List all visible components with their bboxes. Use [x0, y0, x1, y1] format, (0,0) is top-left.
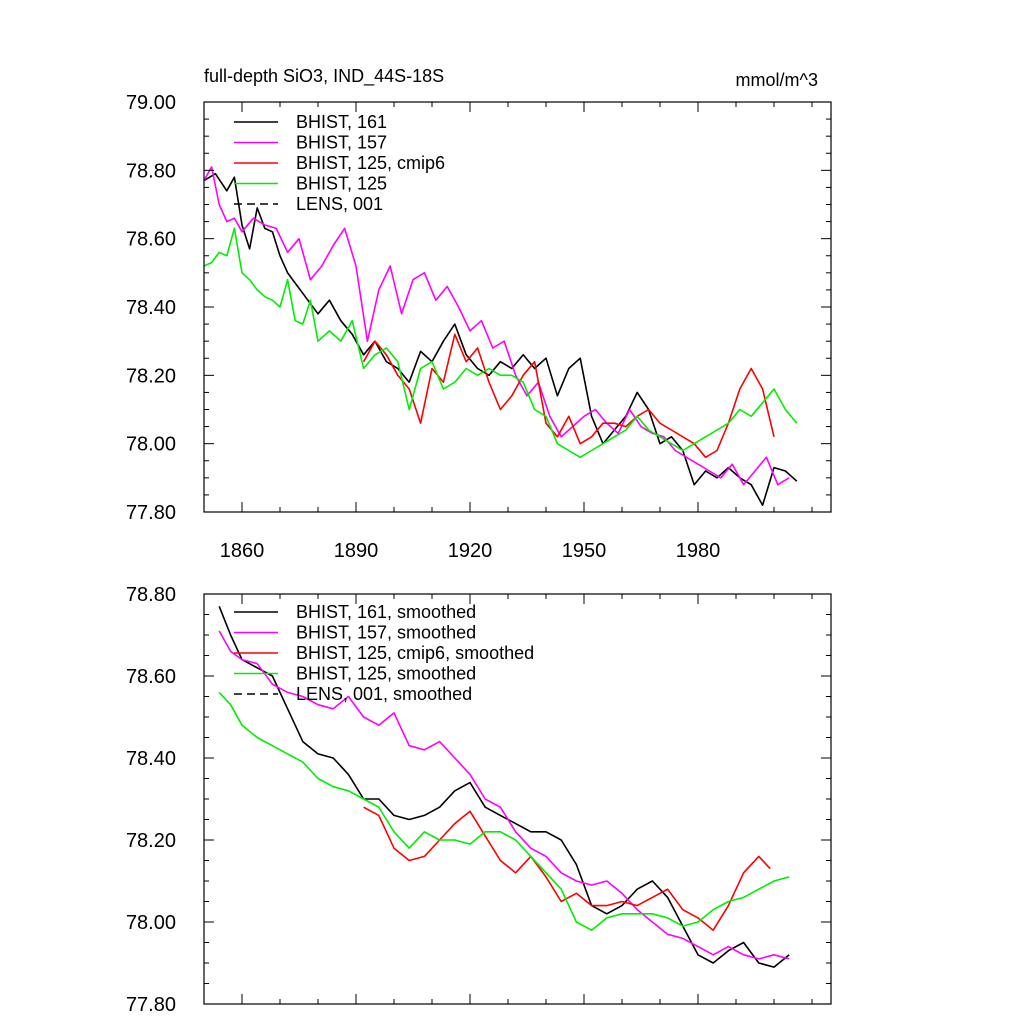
top-x-tick-label-3: 1950	[562, 540, 607, 562]
top-y-tick-label-5: 78.80	[126, 160, 176, 182]
top-y-tick-label-4: 78.60	[126, 229, 176, 251]
bottom-y-tick-label-2: 78.20	[126, 830, 176, 852]
bottom-series-line-1	[218, 630, 790, 960]
bottom-y-tick-label-5: 78.80	[126, 584, 176, 606]
top-series-group	[203, 166, 798, 507]
bottom-legend-label-1: BHIST, 157, smoothed	[296, 623, 476, 643]
top-y-tick-label-2: 78.20	[126, 365, 176, 387]
bottom-series-line-3	[218, 691, 790, 932]
top-legend-label-4: LENS, 001	[296, 194, 383, 214]
bottom-legend-label-3: BHIST, 125, smoothed	[296, 664, 476, 684]
bottom-series-line-2	[363, 806, 771, 932]
top-x-tick-label-1: 1890	[334, 540, 379, 562]
top-x-tick-label-4: 1980	[676, 540, 721, 562]
bottom-axes: 77.80 78.00 78.20 78.40 78.60 78.80	[126, 584, 832, 1016]
bottom-legend-label-2: BHIST, 125, cmip6, smoothed	[296, 643, 534, 663]
bottom-legend-label-0: BHIST, 161, smoothed	[296, 602, 476, 622]
top-panel: full-depth SiO3, IND_44S-18S mmol/m^3 77…	[126, 66, 832, 562]
bottom-y-tick-label-4: 78.60	[126, 666, 176, 688]
top-x-tick-label-2: 1920	[448, 540, 493, 562]
bottom-legend-label-4: LENS, 001, smoothed	[296, 684, 472, 704]
bottom-panel: 77.80 78.00 78.20 78.40 78.60 78.80 BHIST, 16…	[126, 584, 832, 1016]
top-legend-label-0: BHIST, 161	[296, 112, 387, 132]
top-axes: 77.80 78.00 78.20 78.40 78.60 78.80 79.00 1860 1…	[126, 92, 832, 562]
top-y-tick-label-3: 78.40	[126, 297, 176, 319]
bottom-y-tick-label-3: 78.40	[126, 748, 176, 770]
top-legend-label-2: BHIST, 125, cmip6	[296, 153, 445, 173]
units-label: mmol/m^3	[736, 70, 818, 90]
top-series-line-0	[203, 172, 798, 507]
top-legend-label-3: BHIST, 125	[296, 174, 387, 194]
top-y-tick-label-1: 78.00	[126, 434, 176, 456]
top-y-tick-label-6: 79.00	[126, 92, 176, 114]
top-y-tick-label-0: 77.80	[126, 502, 176, 524]
top-legend-label-1: BHIST, 157	[296, 133, 387, 153]
bottom-y-tick-label-1: 78.00	[126, 912, 176, 934]
top-x-tick-label-0: 1860	[220, 540, 265, 562]
bottom-series-line-0	[218, 606, 790, 968]
chart-title: full-depth SiO3, IND_44S-18S	[204, 66, 444, 87]
top-series-line-1	[203, 166, 790, 486]
bottom-series-group	[218, 606, 790, 968]
top-series-line-3	[203, 227, 798, 459]
bottom-y-tick-label-0: 77.80	[126, 994, 176, 1016]
top-series-line-2	[362, 333, 775, 459]
